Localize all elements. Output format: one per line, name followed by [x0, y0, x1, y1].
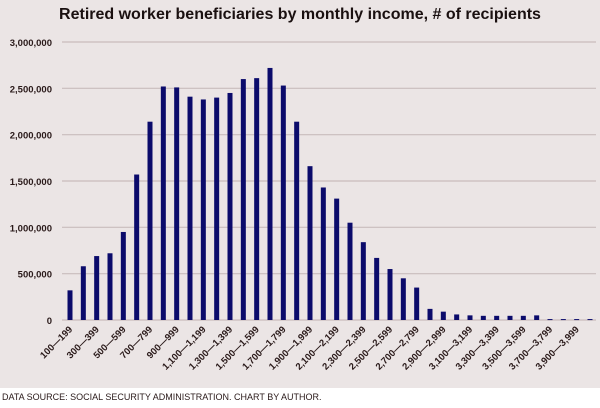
bar — [587, 319, 593, 321]
y-tick-label: 1,500,000 — [10, 177, 52, 188]
bar — [240, 79, 246, 320]
bar — [107, 253, 113, 320]
bar — [334, 198, 340, 320]
y-tick-label: 1,000,000 — [10, 223, 52, 234]
y-tick-label: 0 — [47, 316, 52, 327]
plot-area: 0 500,000 1,000,000 1,500,000 2,000,000 2,500… — [10, 38, 596, 372]
bar — [307, 166, 313, 320]
data-source-note: DATA SOURCE: SOCIAL SECURITY ADMINISTRAT… — [2, 392, 322, 402]
bar — [427, 308, 433, 320]
bar — [520, 315, 526, 320]
bar — [174, 87, 180, 320]
y-tick-label: 500,000 — [18, 270, 52, 281]
bar — [547, 319, 553, 321]
bar — [94, 256, 100, 320]
bar — [294, 121, 300, 321]
bar — [80, 266, 86, 320]
bar — [200, 99, 206, 320]
bar — [374, 257, 380, 320]
y-tick-label: 2,000,000 — [10, 131, 52, 142]
bar — [494, 315, 500, 320]
bar — [467, 315, 473, 320]
bar — [280, 85, 286, 320]
bar — [360, 242, 366, 320]
bar — [347, 222, 353, 320]
bar — [227, 92, 233, 320]
bar — [160, 86, 166, 320]
bar — [507, 315, 513, 320]
bar — [147, 121, 153, 321]
bar — [267, 67, 273, 321]
bar — [67, 290, 73, 320]
bar — [214, 97, 220, 320]
bar — [454, 314, 460, 320]
y-tick-label: 3,000,000 — [10, 38, 52, 49]
bar — [400, 278, 406, 320]
bar — [560, 319, 566, 321]
bar — [254, 78, 260, 320]
bar — [320, 187, 326, 320]
bar — [480, 315, 486, 320]
bar — [574, 319, 580, 321]
y-tick-label: 2,500,000 — [10, 84, 52, 95]
bar — [414, 287, 420, 320]
bar — [187, 96, 193, 320]
bar — [134, 174, 140, 320]
bar — [440, 311, 446, 320]
chart-title: Retired worker beneficiaries by monthly … — [59, 6, 541, 23]
bar — [387, 269, 393, 320]
chart-background — [0, 0, 600, 388]
bar — [534, 315, 540, 320]
bar — [120, 231, 126, 320]
